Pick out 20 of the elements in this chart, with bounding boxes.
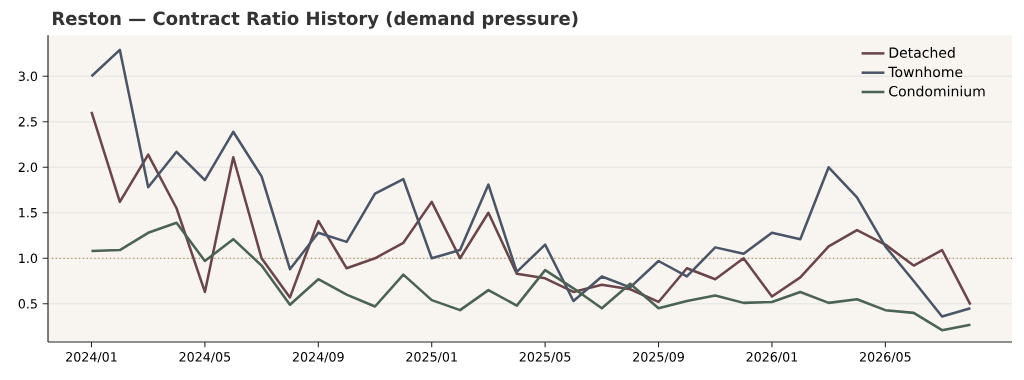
legend-label: Condominium [889,85,985,97]
line-series [90,221,972,332]
y-tick-label: 0.5 [18,298,37,309]
y-tick-label: 2.5 [18,116,37,127]
y-tick-label: 2.0 [18,162,38,173]
x-tick-label: 2024/01 [66,352,117,363]
y-tick-label: 1.5 [19,208,37,218]
x-tick-label: 2024/09 [292,352,344,363]
y-tick-label: 3.0 [18,71,38,82]
y-tick-label: 1.0 [19,253,38,264]
chart-title: Reston — Contract Ratio History (demand pressure) [53,11,578,29]
legend-label: Detached [889,47,955,58]
x-tick-label: 2025/01 [406,352,457,363]
x-tick-label: 2025/09 [633,352,684,363]
legend-label: Townhome [888,66,963,78]
x-tick-label: 2024/05 [179,352,231,363]
x-tick-label: 2026/01 [746,352,798,363]
x-tick-label: 2026/05 [859,352,911,363]
x-tick-label: 2025/05 [519,352,571,363]
line-series [90,110,972,306]
